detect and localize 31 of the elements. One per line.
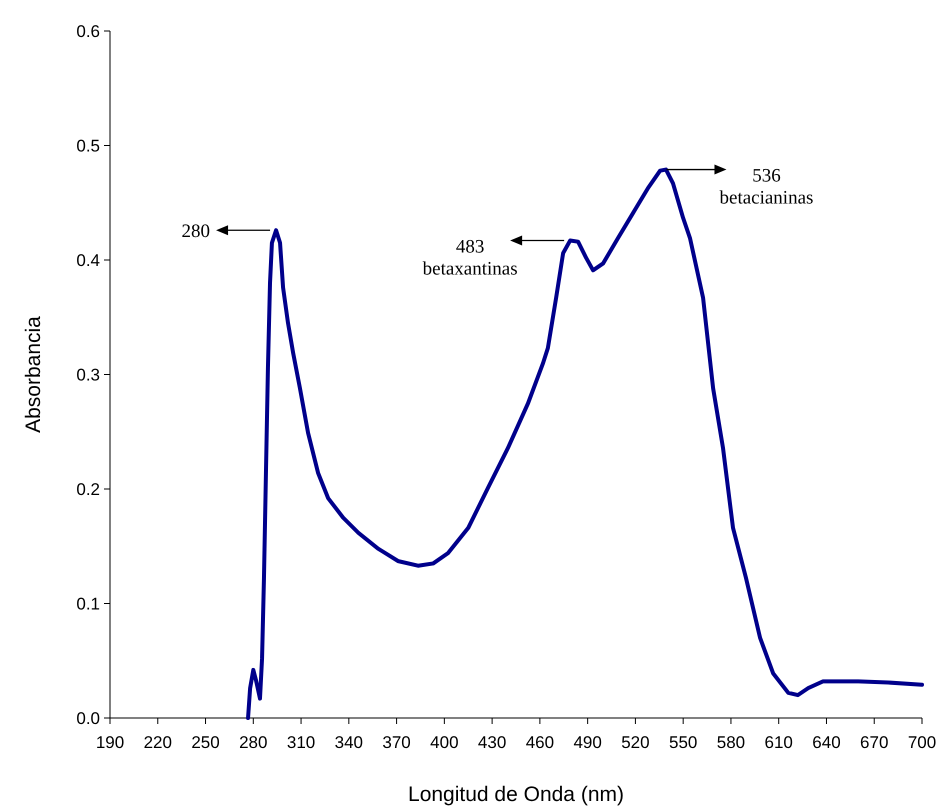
y-tick-label: 0.3 (76, 365, 100, 384)
y-tick-label: 0.6 (76, 22, 100, 41)
x-tick-label: 460 (526, 733, 554, 752)
x-tick-label: 580 (716, 733, 746, 752)
x-tick-label: 250 (191, 733, 220, 752)
x-tick-label: 610 (764, 733, 793, 752)
y-tick-label: 0.0 (76, 708, 100, 728)
x-axis-title: Longitud de Onda (nm) (408, 783, 624, 806)
x-tick-label: 700 (908, 733, 936, 752)
x-tick-label: 370 (382, 733, 411, 752)
line-series (246, 168, 924, 720)
x-tick-label: 670 (860, 733, 888, 752)
y-tick-label: 0.1 (76, 594, 100, 614)
y-tick-label: 0.2 (76, 480, 100, 499)
x-tick-label: 220 (144, 733, 172, 752)
y-tick-label: 0.4 (76, 250, 100, 270)
y-axis-title: Absorbancia (22, 316, 45, 433)
x-tick-label: 190 (96, 733, 124, 752)
x-tick-label: 430 (478, 733, 506, 752)
annotation: 280 (182, 221, 210, 242)
x-tick-label: 310 (286, 733, 316, 752)
y-tick-label: 0.5 (76, 136, 100, 156)
annotation: 536 betacianinas (720, 166, 814, 209)
x-tick-label: 340 (334, 733, 364, 752)
x-tick-label: 280 (239, 733, 268, 752)
x-tick-label: 520 (621, 733, 650, 752)
x-tick-label: 550 (668, 733, 698, 752)
x-tick-label: 490 (573, 733, 602, 752)
annotation: 483 betaxantinas (422, 236, 518, 280)
x-tick-label: 640 (812, 733, 841, 752)
x-tick-label: 400 (430, 733, 459, 752)
